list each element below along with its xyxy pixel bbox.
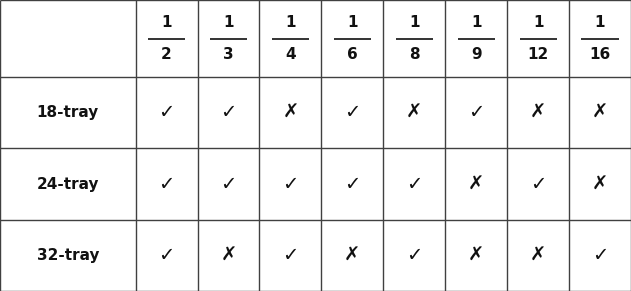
Text: ✓: ✓	[406, 246, 423, 265]
Text: ✓: ✓	[468, 103, 485, 122]
Text: 3: 3	[223, 47, 234, 62]
Text: ✗: ✗	[592, 103, 608, 122]
Text: ✓: ✓	[406, 175, 423, 194]
Text: 1: 1	[347, 15, 358, 30]
Text: ✓: ✓	[158, 103, 175, 122]
Text: ✓: ✓	[158, 246, 175, 265]
Text: ✗: ✗	[592, 175, 608, 194]
Text: 1: 1	[409, 15, 420, 30]
Text: 1: 1	[595, 15, 605, 30]
Text: ✗: ✗	[344, 246, 360, 265]
Text: 1: 1	[162, 15, 172, 30]
Text: ✗: ✗	[530, 246, 546, 265]
Text: 24-tray: 24-tray	[37, 177, 99, 191]
Text: ✓: ✓	[530, 175, 546, 194]
Text: 1: 1	[471, 15, 481, 30]
Text: 9: 9	[471, 47, 481, 62]
Text: ✓: ✓	[220, 175, 237, 194]
Text: 8: 8	[409, 47, 420, 62]
Text: 1: 1	[223, 15, 234, 30]
Text: ✗: ✗	[530, 103, 546, 122]
Text: 1: 1	[533, 15, 543, 30]
Text: ✗: ✗	[468, 246, 485, 265]
Text: 12: 12	[528, 47, 549, 62]
Text: ✓: ✓	[158, 175, 175, 194]
Text: 2: 2	[162, 47, 172, 62]
Text: ✓: ✓	[282, 175, 298, 194]
Text: ✗: ✗	[282, 103, 298, 122]
Text: ✓: ✓	[282, 246, 298, 265]
Text: 18-tray: 18-tray	[37, 105, 99, 120]
Text: 1: 1	[285, 15, 296, 30]
Text: ✗: ✗	[406, 103, 423, 122]
Text: ✓: ✓	[344, 103, 360, 122]
Text: 6: 6	[347, 47, 358, 62]
Text: ✗: ✗	[220, 246, 237, 265]
Text: 4: 4	[285, 47, 296, 62]
Text: ✓: ✓	[344, 175, 360, 194]
Text: ✓: ✓	[220, 103, 237, 122]
Text: ✗: ✗	[468, 175, 485, 194]
Text: ✓: ✓	[592, 246, 608, 265]
Text: 32-tray: 32-tray	[37, 248, 99, 263]
Text: 16: 16	[589, 47, 611, 62]
